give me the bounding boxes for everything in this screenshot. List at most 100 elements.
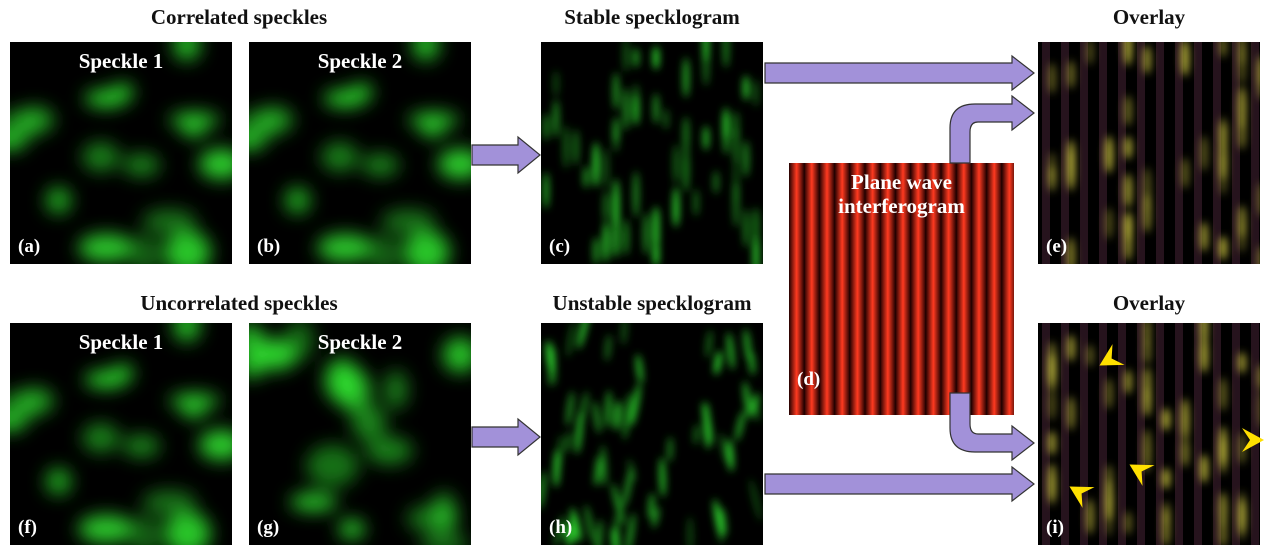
fringe [653,46,659,70]
fringe [753,79,759,106]
fringe [1105,480,1113,521]
fringe [1200,454,1208,483]
speckle [123,154,160,177]
overlay-stripe [1061,323,1069,545]
overlay-stripe [1156,42,1164,264]
speckle [78,234,134,262]
fringe [633,84,639,126]
fringe [1124,173,1132,207]
fringe [1143,167,1151,210]
fringe [1124,370,1132,395]
speckle [82,423,119,452]
fringe [653,93,659,124]
fringe [1086,499,1094,535]
speckle [406,505,458,532]
fringe [1105,136,1113,173]
panel: (f)Speckle 1 [0,310,243,545]
speckle [366,437,413,465]
fringe [1181,38,1189,74]
panel-tag: (a) [18,236,40,257]
fringe [593,237,599,265]
figure: (a) Speckle 1 (b)Speckle 2 (c) (e) (f)Speckle… [0,0,1264,545]
fringe [683,57,689,97]
fringe [623,219,629,256]
fringe [1200,135,1208,171]
arrow [950,96,1034,163]
fringe [1048,152,1056,182]
panel: (e) [1038,24,1264,276]
speckle [339,519,365,538]
speckle [142,490,196,514]
fringe [713,171,719,194]
fringe [613,128,619,152]
fringe [1238,352,1246,373]
fringe [1048,389,1056,421]
arrow [472,137,540,173]
panel: (b)Speckle 2 [226,29,482,276]
speckle [142,209,196,233]
speckle [408,112,459,128]
fringe [1067,150,1075,187]
fringe [1105,378,1113,409]
panel: (c) [541,25,763,283]
panel-tag: (b) [257,236,280,257]
fringe [1086,39,1094,65]
fringe [573,129,579,165]
fringe [1124,95,1132,126]
fringe [613,223,619,258]
interferogram-title: Plane wave [851,170,952,194]
fringe [1162,468,1170,489]
fringe [553,99,559,138]
overlay-stripe [1137,42,1145,264]
arrow [472,419,540,455]
fringe [653,233,659,262]
speckle [306,445,358,488]
fringe [1219,36,1227,58]
fringe [733,111,739,139]
speckle [169,393,220,409]
speckle [384,370,407,409]
fringe [703,126,709,151]
fringe [1048,354,1056,391]
fringe [1162,408,1170,431]
speckle [82,142,119,171]
fringe [1143,339,1151,364]
panel-caption: Speckle 1 [79,49,164,73]
header: Unstable specklogram [553,291,752,315]
panel-tag: (h) [549,517,572,538]
fringe [1124,136,1132,159]
fringe [1048,477,1056,506]
fringe [1200,337,1208,373]
panel-bg [10,42,232,264]
speckle [173,29,200,61]
interference-fringe [819,163,834,415]
fringe [1105,208,1113,240]
fringe [1219,492,1227,527]
fringe [1219,157,1227,194]
header: Uncorrelated speckles [140,291,337,315]
fringe [1124,26,1132,65]
speckle [253,107,293,134]
speckle [112,364,134,381]
speckle [164,230,210,274]
fringe [1181,158,1189,189]
panel: (i) [1038,305,1264,545]
panel: (a) Speckle 1 [0,29,243,276]
arrow [765,56,1034,90]
overlay-stripe [1175,323,1183,545]
panel-tag: (c) [549,236,570,257]
header: Overlay [1113,5,1186,29]
speckle [14,107,54,134]
speckle [169,112,220,128]
fringe [683,147,689,193]
fringe [1162,509,1170,545]
speckle [112,83,134,100]
fringe [1124,224,1132,261]
fringe [1067,396,1075,430]
fringe [1067,237,1075,274]
fringe [1219,377,1227,410]
panel-tag: (i) [1046,517,1064,538]
arrow [765,467,1034,501]
fringe [1219,117,1227,140]
speckle [381,209,435,233]
